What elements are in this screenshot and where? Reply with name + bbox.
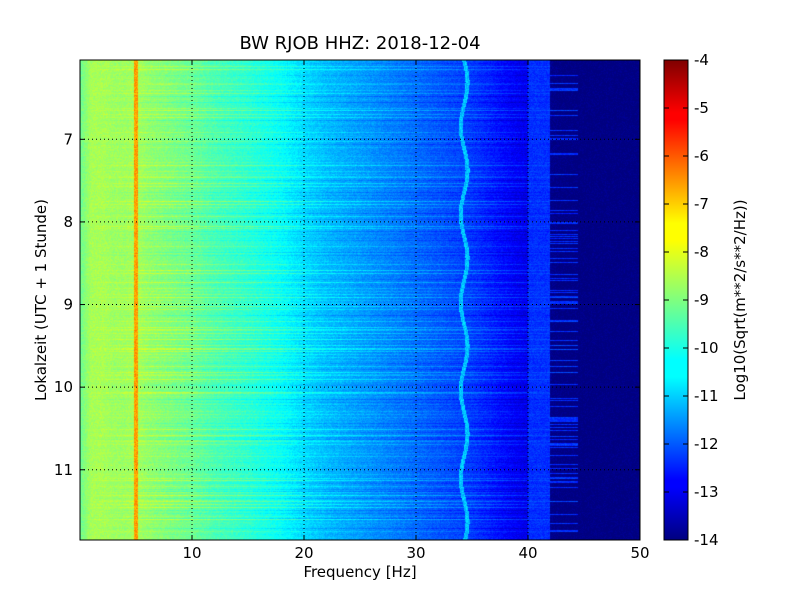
colorbar-tick-label: -14: [694, 531, 719, 549]
chart-title: BW RJOB HHZ: 2018-12-04: [239, 33, 480, 54]
x-axis-label: Frequency [Hz]: [303, 563, 416, 581]
x-tick-label: 40: [518, 544, 537, 562]
colorbar-tick-label: -4: [694, 51, 709, 69]
colorbar-ticks: -4 -5 -6 -7 -8 -9 -10 -11 -12 -13 -14: [664, 51, 719, 549]
colorbar-tick-label: -12: [694, 435, 719, 453]
colorbar-tick-label: -13: [694, 483, 719, 501]
x-tick-label: 10: [182, 544, 201, 562]
y-tick-label: 9: [63, 296, 73, 314]
x-tick-label: 50: [630, 544, 649, 562]
grid-lines: [80, 60, 640, 540]
colorbar: -4 -5 -6 -7 -8 -9 -10 -11 -12 -13 -14 Log10(Sqrt(m…: [663, 51, 749, 549]
spectrogram-plot-area: [80, 60, 640, 540]
y-tick-label: 8: [63, 213, 73, 231]
x-tick-label: 30: [406, 544, 425, 562]
y-tick-label: 11: [54, 461, 73, 479]
colorbar-label: Log10(Sqrt(m**2/s**2/Hz)): [731, 199, 749, 400]
colorbar-tick-label: -10: [694, 339, 719, 357]
colorbar-tick-label: -6: [694, 147, 709, 165]
plot-frame: [79, 59, 641, 541]
y-tick-label: 10: [54, 378, 73, 396]
colorbar-tick-label: -7: [694, 195, 709, 213]
x-tick-label: 20: [294, 544, 313, 562]
y-axis-ticks: 7 8 9 10 11: [54, 130, 640, 479]
colorbar-tick-label: -9: [694, 291, 709, 309]
colorbar-tick-label: -8: [694, 243, 709, 261]
colorbar-tick-label: -5: [694, 99, 709, 117]
spectrogram-heatmap: [80, 60, 640, 540]
colorbar-tick-label: -11: [694, 387, 719, 405]
y-tick-label: 7: [63, 130, 73, 148]
x-axis-ticks: 10 20 30 40 50: [182, 60, 650, 562]
y-axis-label: Lokalzeit (UTC + 1 Stunde): [32, 199, 50, 401]
